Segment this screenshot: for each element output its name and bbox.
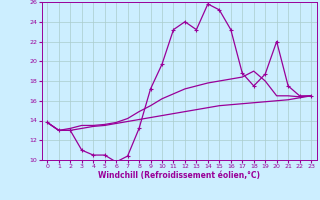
X-axis label: Windchill (Refroidissement éolien,°C): Windchill (Refroidissement éolien,°C) <box>98 171 260 180</box>
